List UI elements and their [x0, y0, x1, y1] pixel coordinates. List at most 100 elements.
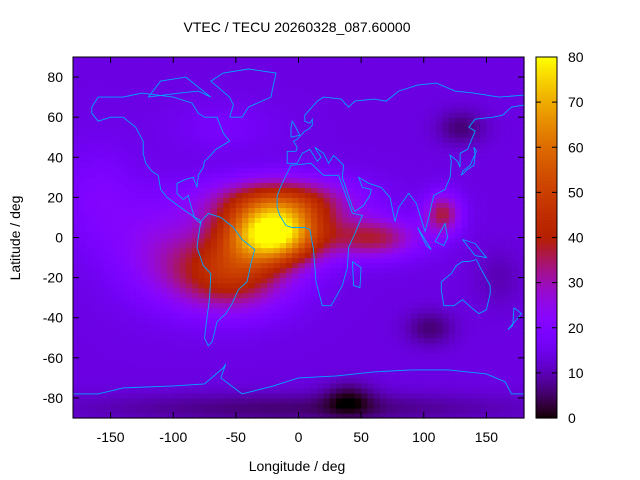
heatmap-cell — [392, 227, 400, 234]
heatmap-cell — [304, 127, 312, 133]
heatmap-cell — [160, 362, 168, 369]
heatmap-cell — [505, 272, 513, 279]
heatmap-cell — [367, 237, 375, 244]
heatmap-cell — [91, 337, 99, 344]
heatmap-cell — [354, 242, 362, 249]
heatmap-cell — [442, 137, 450, 143]
heatmap-cell — [361, 222, 368, 229]
heatmap-cell — [260, 272, 268, 279]
heatmap-cell — [129, 142, 137, 148]
heatmap-cell — [154, 212, 162, 219]
heatmap-cell — [229, 122, 237, 128]
heatmap-cell — [480, 157, 488, 163]
heatmap-cell — [442, 157, 450, 163]
heatmap-cell — [430, 92, 437, 98]
heatmap-cell — [192, 97, 199, 103]
heatmap-cell — [361, 332, 368, 339]
heatmap-cell — [104, 302, 112, 309]
heatmap-cell — [260, 187, 268, 193]
heatmap-cell — [342, 392, 350, 399]
heatmap-cell — [260, 242, 268, 249]
heatmap-cell — [467, 237, 475, 244]
heatmap-cell — [254, 217, 262, 224]
heatmap-cell — [373, 122, 381, 128]
heatmap-cell — [417, 167, 425, 173]
heatmap-cell — [85, 387, 93, 394]
heatmap-cell — [160, 372, 168, 379]
heatmap-cell — [129, 217, 137, 224]
heatmap-cell — [323, 97, 331, 103]
heatmap-cell — [473, 407, 481, 414]
heatmap-cell — [273, 82, 281, 88]
heatmap-cell — [354, 142, 362, 148]
heatmap-cell — [486, 412, 494, 419]
heatmap-cell — [104, 287, 112, 294]
heatmap-cell — [367, 162, 375, 168]
heatmap-cell — [473, 397, 481, 404]
heatmap-cell — [204, 117, 212, 123]
heatmap-cell — [392, 377, 400, 384]
heatmap-cell — [448, 312, 456, 319]
heatmap-cell — [480, 142, 488, 148]
heatmap-cell — [329, 277, 337, 284]
heatmap-cell — [323, 127, 331, 133]
heatmap-cell — [85, 362, 93, 369]
heatmap-cell — [91, 82, 99, 88]
heatmap-cell — [73, 307, 80, 314]
heatmap-cell — [79, 97, 87, 103]
heatmap-cell — [386, 387, 394, 394]
heatmap-cell — [354, 272, 362, 279]
heatmap-cell — [173, 362, 181, 369]
heatmap-cell — [267, 137, 275, 143]
heatmap-cell — [91, 347, 99, 354]
heatmap-cell — [423, 152, 431, 158]
heatmap-cell — [329, 412, 337, 419]
heatmap-cell — [198, 247, 206, 254]
heatmap-cell — [210, 407, 218, 414]
heatmap-cell — [248, 122, 256, 128]
heatmap-cell — [204, 232, 212, 239]
heatmap-cell — [436, 387, 444, 394]
heatmap-cell — [154, 187, 162, 193]
heatmap-cell — [110, 252, 118, 259]
heatmap-cell — [329, 217, 337, 224]
heatmap-cell — [185, 177, 193, 183]
heatmap-cell — [204, 282, 212, 289]
heatmap-cell — [386, 232, 394, 239]
heatmap-cell — [248, 72, 256, 78]
heatmap-cell — [367, 142, 375, 148]
heatmap-cell — [173, 327, 181, 334]
heatmap-cell — [292, 287, 300, 294]
heatmap-cell — [398, 152, 406, 158]
heatmap-cell — [285, 272, 293, 279]
heatmap-cell — [467, 327, 475, 334]
heatmap-cell — [116, 187, 124, 193]
heatmap-cell — [235, 202, 243, 209]
heatmap-cell — [361, 272, 368, 279]
heatmap-cell — [229, 192, 237, 198]
heatmap-cell — [123, 382, 130, 389]
heatmap-cell — [110, 217, 118, 224]
heatmap-cell — [329, 352, 337, 359]
heatmap-cell — [411, 227, 419, 234]
heatmap-cell — [304, 87, 312, 93]
heatmap-cell — [348, 387, 356, 394]
heatmap-cell — [185, 187, 193, 193]
heatmap-cell — [317, 202, 325, 209]
heatmap-cell — [235, 62, 243, 68]
heatmap-cell — [267, 287, 275, 294]
heatmap-cell — [104, 337, 112, 344]
heatmap-cell — [217, 237, 224, 244]
heatmap-cell — [91, 132, 99, 138]
heatmap-cell — [336, 387, 343, 394]
heatmap-cell — [398, 202, 406, 209]
heatmap-cell — [91, 202, 99, 209]
heatmap-cell — [141, 237, 149, 244]
heatmap-cell — [235, 347, 243, 354]
heatmap-cell — [198, 62, 206, 68]
heatmap-cell — [273, 352, 281, 359]
heatmap-cell — [304, 332, 312, 339]
heatmap-cell — [160, 132, 168, 138]
heatmap-cell — [129, 137, 137, 143]
heatmap-cell — [367, 77, 375, 83]
